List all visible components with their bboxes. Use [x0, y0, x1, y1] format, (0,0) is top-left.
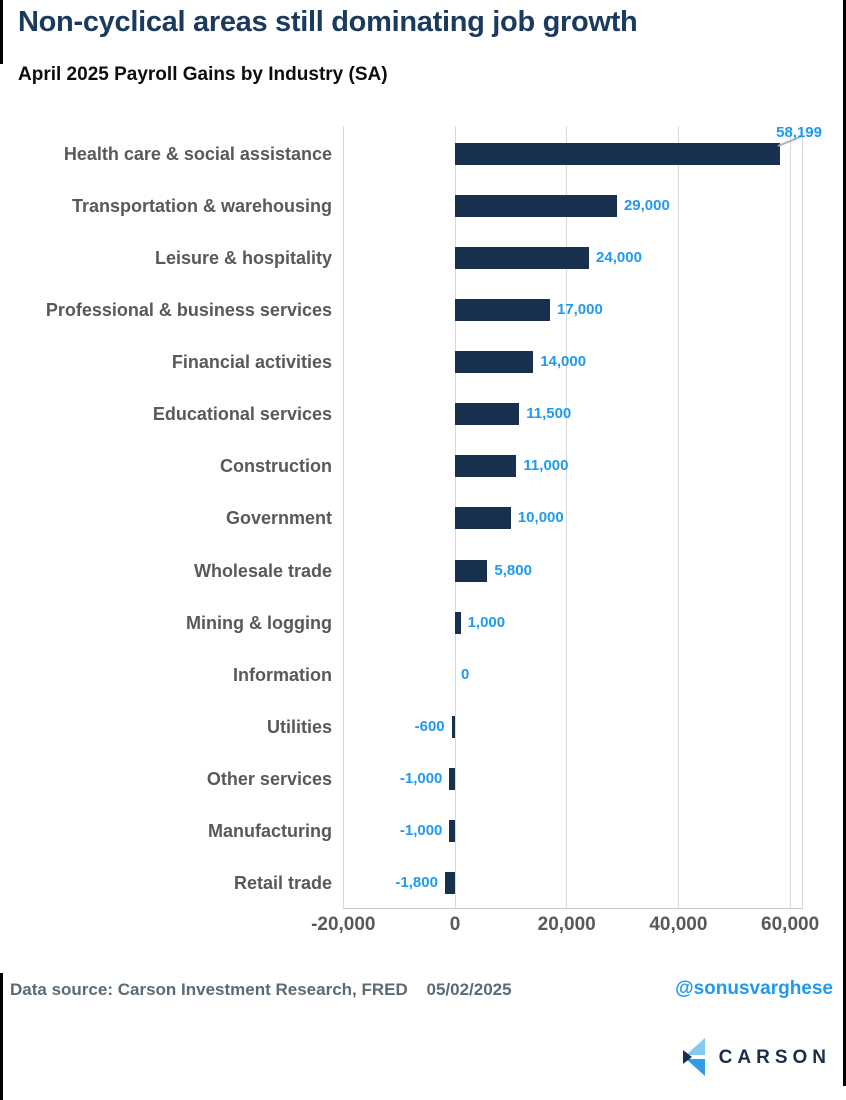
category-label: Wholesale trade — [193, 560, 332, 581]
bar — [449, 819, 455, 842]
value-label: 17,000 — [556, 301, 603, 319]
category-label: Utilities — [266, 716, 332, 737]
x-axis-line — [343, 908, 803, 909]
category-label: Mining & logging — [186, 612, 332, 633]
carson-logo: CARSON — [682, 1038, 831, 1078]
social-handle: @sonusvarghese — [675, 978, 833, 999]
category-label: Manufacturing — [208, 820, 332, 841]
value-label: -1,000 — [399, 769, 443, 787]
x-axis-tick-label: 0 — [449, 914, 461, 935]
bar — [455, 195, 617, 218]
plot-right-border — [802, 126, 803, 908]
value-label: 5,800 — [494, 561, 532, 579]
category-label: Professional & business services — [45, 300, 332, 321]
gridline — [677, 126, 679, 908]
bar — [455, 611, 461, 634]
gridline — [566, 126, 568, 908]
bar — [455, 247, 590, 270]
data-source-text: Data source: Carson Investment Research,… — [10, 980, 512, 1000]
value-label: 58,199 — [776, 124, 822, 141]
category-label: Educational services — [152, 404, 332, 425]
category-label: Information — [233, 664, 332, 685]
gridline — [342, 126, 344, 908]
value-label: -600 — [414, 717, 445, 735]
bar — [455, 299, 550, 322]
bar — [455, 507, 511, 530]
bar — [455, 559, 488, 582]
category-label: Other services — [206, 768, 332, 789]
category-label: Health care & social assistance — [63, 144, 332, 164]
value-label: 0 — [461, 665, 470, 683]
x-axis-tick-label: -20,000 — [311, 914, 376, 935]
data-source-label: Data source: — [10, 980, 113, 999]
category-label: Construction — [220, 456, 332, 477]
carson-logo-text: CARSON — [718, 1047, 831, 1068]
bar — [449, 767, 455, 790]
value-label: 11,500 — [526, 405, 572, 423]
title-accent-bar — [0, 0, 3, 64]
bar — [455, 143, 781, 165]
value-label: 11,000 — [523, 457, 569, 475]
chart-date: 05/02/2025 — [426, 980, 512, 999]
bar — [451, 715, 455, 738]
value-label: -1,800 — [395, 873, 438, 891]
x-axis-tick-label: 20,000 — [537, 914, 596, 935]
value-label: 29,000 — [623, 197, 670, 215]
right-border — [843, 0, 846, 1086]
bar — [455, 455, 517, 478]
x-axis-tick-label: 40,000 — [649, 914, 708, 935]
value-label: 1,000 — [467, 613, 506, 631]
gridline — [789, 126, 791, 908]
bar — [455, 351, 534, 374]
category-label: Transportation & warehousing — [71, 196, 332, 217]
data-source-value: Carson Investment Research, FRED — [117, 980, 408, 999]
value-label: -1,000 — [399, 821, 443, 839]
x-axis-tick-label: 60,000 — [761, 914, 820, 935]
bar — [444, 871, 455, 894]
bar — [455, 403, 520, 426]
value-label: 10,000 — [517, 509, 564, 527]
chart-subtitle: April 2025 Payroll Gains by Industry (SA… — [18, 64, 388, 85]
page-title: Non-cyclical areas still dominating job … — [18, 6, 638, 38]
value-label: 24,000 — [596, 249, 642, 267]
footer-accent-bar — [0, 973, 3, 1100]
category-label: Retail trade — [233, 872, 332, 893]
value-label: 14,000 — [540, 353, 587, 371]
category-label: Government — [225, 508, 332, 529]
carson-logo-icon — [682, 1038, 705, 1076]
category-label: Financial activities — [171, 352, 332, 373]
category-label: Leisure & hospitality — [154, 248, 332, 269]
